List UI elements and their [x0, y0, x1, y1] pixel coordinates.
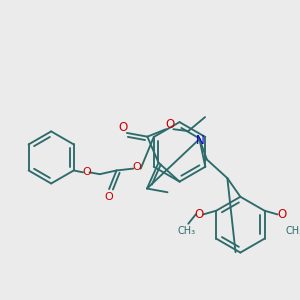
Text: O: O [194, 208, 203, 221]
Text: O: O [118, 121, 128, 134]
Text: O: O [278, 208, 287, 221]
Text: O: O [82, 167, 91, 177]
Text: O: O [105, 191, 113, 202]
Text: CH₃: CH₃ [285, 226, 300, 236]
Text: CH₃: CH₃ [177, 226, 196, 236]
Text: O: O [133, 162, 141, 172]
Text: N: N [196, 134, 205, 147]
Text: O: O [165, 118, 174, 131]
